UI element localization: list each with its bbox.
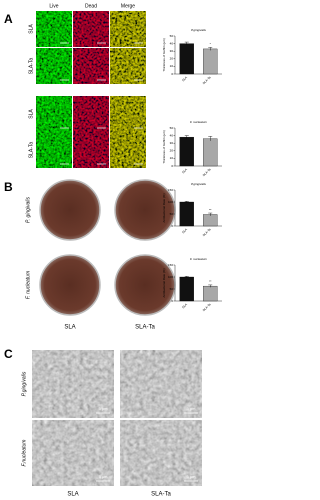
scale-label: 5 μm (187, 406, 197, 411)
column-label: SLA-Ta (135, 325, 155, 331)
sem-image (32, 420, 114, 486)
x-tick-label: SLA-Ta (202, 227, 212, 237)
sem-image (120, 420, 202, 486)
micrograph (36, 48, 72, 84)
panel-label: B (4, 180, 13, 194)
y-tick-label: 150 (168, 188, 173, 192)
x-tick-label: SLA (181, 227, 188, 234)
x-tick-label: SLA (181, 75, 188, 82)
x-tick-label: SLA (181, 167, 188, 174)
error-bar (184, 201, 189, 203)
bar (203, 285, 218, 302)
bar (179, 201, 194, 227)
figure: A B C Live Dead Merge SLA SLA-Ta SLA SLA… (4, 3, 222, 498)
micrograph (73, 48, 109, 84)
micrograph (110, 132, 146, 168)
y-tick-label: 10 (170, 64, 174, 68)
micrograph (36, 11, 72, 47)
bar (179, 136, 194, 167)
scale-label: 5 μm (187, 474, 197, 479)
chart-title: F. nucleatum (190, 120, 207, 124)
significance: * (210, 42, 212, 46)
panel-label: A (4, 12, 13, 26)
row-label: SLA (28, 109, 34, 119)
column-header: Dead (85, 3, 97, 9)
fluorescence-grid (36, 11, 146, 168)
row-label: F.nucleatum (21, 440, 27, 467)
y-tick-label: 40 (170, 133, 174, 137)
row-label: P.gingivalis (21, 371, 27, 396)
column-header: Merge (121, 3, 135, 9)
row-label: SLA (28, 24, 34, 34)
error-bar (208, 284, 213, 288)
sem-image (120, 350, 202, 418)
scale-label: 5 μm (99, 406, 109, 411)
y-axis-label: Thickness of biofilm (μm) (162, 130, 166, 163)
y-tick-label: 100 (168, 200, 173, 204)
column-header: Live (49, 3, 58, 9)
x-tick-label: SLA-Ta (202, 167, 212, 177)
scale-label: 5 μm (99, 474, 109, 479)
y-axis-label: Thickness of biofilm (μm) (162, 38, 166, 71)
row-label: SLA-Ta (28, 142, 34, 159)
column-label: SLA (67, 492, 78, 498)
y-tick-label: 40 (170, 41, 174, 45)
column-label: SLA (64, 325, 75, 331)
micrograph (36, 96, 72, 132)
chart-title: P.gingivalis (191, 182, 206, 186)
significance: ** (209, 208, 212, 212)
row-label: SLA-Ta (28, 58, 34, 75)
y-axis-label: Antibacterial Rate (%) (162, 193, 166, 222)
row-label: F. nucleatum (25, 271, 31, 299)
y-tick-label: 150 (168, 263, 173, 267)
bar (179, 276, 194, 302)
error-bar (208, 47, 213, 51)
micrograph (110, 96, 146, 132)
x-tick-label: SLA (181, 302, 188, 309)
x-tick-label: SLA-Ta (202, 75, 212, 85)
y-tick-label: 10 (170, 156, 174, 160)
chart-title: F. nucleatum (190, 257, 207, 261)
row-label: P. gingivalis (25, 196, 31, 223)
micrograph (73, 96, 109, 132)
y-tick-label: 50 (170, 287, 174, 291)
chart-title: P.gingivalis (191, 28, 206, 32)
y-tick-label: 50 (170, 212, 174, 216)
y-tick-label: 50 (170, 126, 174, 130)
y-tick-label: 30 (170, 49, 174, 53)
error-bar (184, 276, 189, 278)
y-tick-label: 50 (170, 34, 174, 38)
y-tick-label: 0 (171, 72, 173, 76)
petri-dish (114, 179, 176, 241)
y-tick-label: 30 (170, 141, 174, 145)
y-tick-label: 0 (171, 224, 173, 228)
panel-label: C (4, 347, 13, 361)
micrograph (73, 132, 109, 168)
bar (203, 214, 218, 227)
bar (203, 138, 218, 167)
column-label: SLA-Ta (151, 492, 171, 498)
petri-dish (39, 254, 101, 316)
micrograph (73, 11, 109, 47)
y-tick-label: 20 (170, 57, 174, 61)
error-bar (184, 41, 189, 46)
bar (203, 48, 218, 75)
x-tick-label: SLA-Ta (202, 302, 212, 312)
petri-dish (114, 254, 176, 316)
micrograph (36, 132, 72, 168)
significance: ** (209, 280, 212, 284)
y-tick-label: 20 (170, 149, 174, 153)
y-tick-label: 0 (171, 164, 173, 168)
y-tick-label: 0 (171, 299, 173, 303)
error-bar (184, 135, 189, 139)
y-tick-label: 100 (168, 275, 173, 279)
sem-image (32, 350, 114, 418)
micrograph (110, 48, 146, 84)
y-axis-label: Antibacterial Rate (%) (162, 268, 166, 297)
error-bar (208, 136, 213, 141)
error-bar (208, 212, 213, 216)
micrograph (110, 11, 146, 47)
petri-dish (39, 179, 101, 241)
bar (179, 43, 194, 75)
